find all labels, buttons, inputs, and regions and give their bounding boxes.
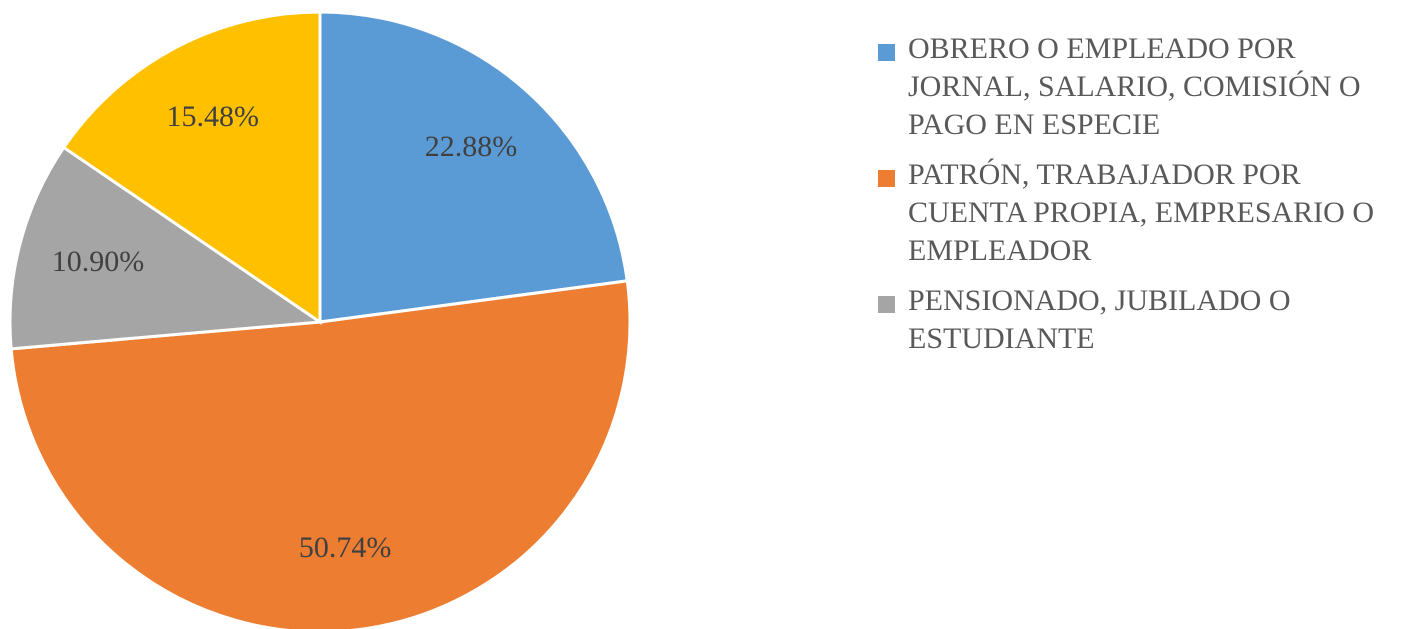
pie-slice xyxy=(8,145,325,351)
data-label: 10.90% xyxy=(52,245,145,278)
legend-swatch xyxy=(878,296,895,313)
legend-label: OBRERO O EMPLEADO POR JORNAL, SALARIO, C… xyxy=(908,32,1361,141)
legend-entry: PATRÓN, TRABAJADOR POR CUENTA PROPIA, EM… xyxy=(878,156,1403,270)
pie-slice xyxy=(9,279,632,629)
data-label: 15.48% xyxy=(167,100,260,133)
data-label: 22.88% xyxy=(425,130,518,163)
pie-slice xyxy=(318,10,629,324)
legend-entry: PENSIONADO, JUBILADO O ESTUDIANTE xyxy=(878,282,1403,358)
legend-swatch xyxy=(878,170,895,187)
legend-label: PENSIONADO, JUBILADO O ESTUDIANTE xyxy=(908,284,1291,355)
pie-slice xyxy=(61,10,322,325)
data-label: 50.74% xyxy=(299,531,392,564)
legend-label: PATRÓN, TRABAJADOR POR CUENTA PROPIA, EM… xyxy=(908,158,1374,267)
legend-swatch xyxy=(878,44,895,61)
legend: OBRERO O EMPLEADO POR JORNAL, SALARIO, C… xyxy=(878,30,1403,370)
legend-entry: OBRERO O EMPLEADO POR JORNAL, SALARIO, C… xyxy=(878,30,1403,144)
